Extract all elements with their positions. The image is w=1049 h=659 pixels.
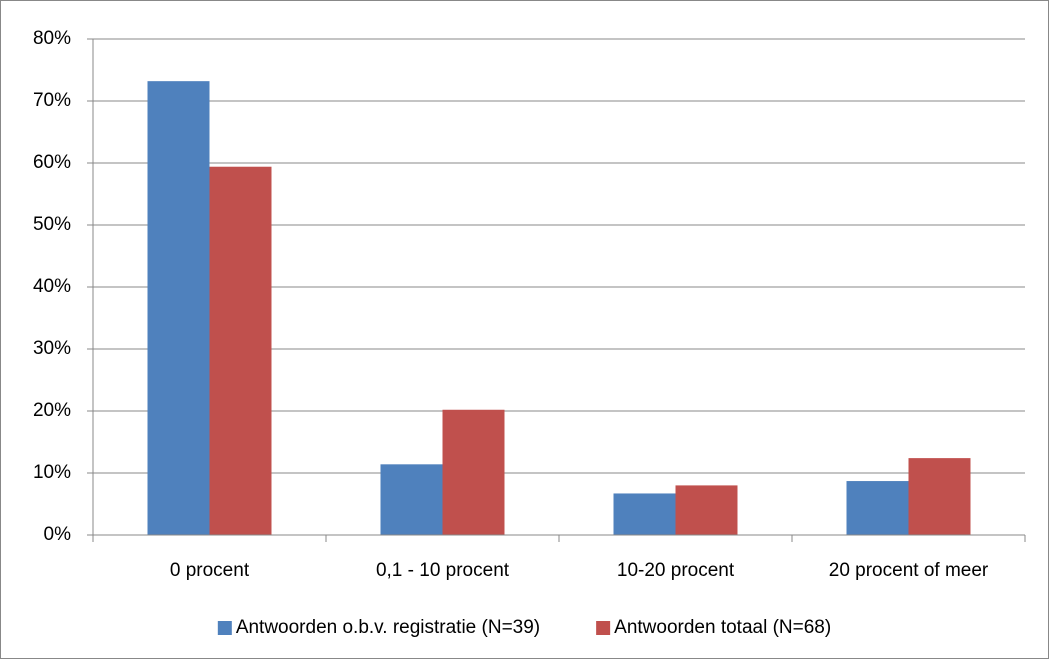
legend-swatch <box>596 621 611 635</box>
bar <box>380 464 443 535</box>
legend-swatch <box>217 621 232 635</box>
y-tick-label: 0% <box>44 524 72 545</box>
bar <box>147 81 210 535</box>
x-tick-label: 10-20 procent <box>617 560 735 581</box>
bar <box>613 493 676 535</box>
y-tick-label: 30% <box>33 338 71 359</box>
legend: Antwoorden o.b.v. registratie (N=39) Antw… <box>217 617 831 638</box>
legend-label: Antwoorden o.b.v. registratie (N=39) <box>236 617 540 638</box>
bar <box>908 458 971 535</box>
y-tick-label: 70% <box>33 90 71 111</box>
y-tick-label: 10% <box>33 462 71 483</box>
x-tick-label: 0 procent <box>170 560 250 581</box>
bar <box>209 166 272 535</box>
y-tick-label: 40% <box>33 276 71 297</box>
y-tick-label: 20% <box>33 400 71 421</box>
y-tick-label: 50% <box>33 214 71 235</box>
x-tick-label: 0,1 - 10 procent <box>376 560 510 581</box>
y-tick-label: 80% <box>33 28 71 49</box>
bar <box>675 485 738 535</box>
y-tick-label: 60% <box>33 152 71 173</box>
legend-label: Antwoorden totaal (N=68) <box>614 617 831 638</box>
bar <box>846 481 909 535</box>
x-tick-label: 20 procent of meer <box>829 560 989 581</box>
bar <box>442 409 505 535</box>
